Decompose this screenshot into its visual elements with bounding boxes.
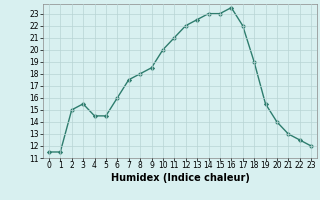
X-axis label: Humidex (Indice chaleur): Humidex (Indice chaleur) (111, 173, 249, 183)
